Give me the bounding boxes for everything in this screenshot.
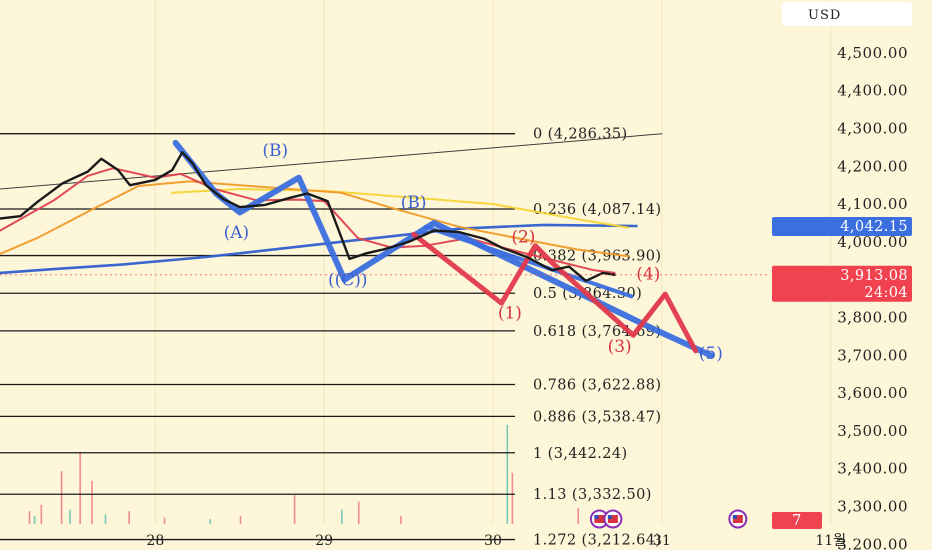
wave-label-red: (3) bbox=[608, 337, 632, 357]
price-axis-tick: 3,400.00 bbox=[837, 460, 908, 478]
series-ema-orange bbox=[0, 180, 630, 258]
series-ma-blue bbox=[0, 223, 638, 275]
time-axis[interactable]: 28 29 30 31 11월 bbox=[146, 533, 846, 549]
fib-level-label: 0.618 (3,764.69) bbox=[533, 324, 661, 340]
volume-bar bbox=[91, 480, 93, 524]
wave-label-blue: ((C)) bbox=[328, 270, 368, 290]
time-axis-tick: 29 bbox=[315, 533, 333, 549]
volume-bar bbox=[28, 511, 31, 524]
volume-bar bbox=[104, 514, 107, 524]
volume-bar bbox=[163, 517, 166, 524]
us-flag-icon bbox=[728, 509, 748, 529]
us-flag-icon-canton bbox=[607, 515, 612, 519]
us-flag-icon-fill bbox=[607, 515, 618, 523]
wave-label-blue: (B) bbox=[262, 141, 288, 161]
fibonacci-retracement: 0 (4,286.35)0.236 (4,087.14)0.382 (3,963… bbox=[0, 127, 661, 549]
price-axis-tick: 3,200.00 bbox=[837, 535, 908, 550]
currency-unit-box[interactable]: USD bbox=[782, 2, 912, 26]
volume-bar bbox=[293, 495, 296, 524]
current-price-tag-bg bbox=[772, 265, 912, 302]
current-price-tag: 3,913.08 bbox=[840, 268, 908, 284]
volume-bar bbox=[209, 519, 211, 524]
ma-price-tag-bg bbox=[772, 216, 912, 236]
volume-bar bbox=[506, 424, 509, 524]
time-axis-tick: 31 bbox=[653, 533, 671, 549]
us-flag-icon-canton bbox=[732, 515, 737, 519]
wave-label-red: (4) bbox=[636, 265, 660, 285]
fib-level-label: 1 (3,442.24) bbox=[533, 446, 628, 462]
series-red-wave-projection bbox=[411, 231, 699, 354]
fib-level-label: 0.236 (4,087.14) bbox=[533, 202, 661, 218]
fib-level-label: 1.13 (3,332.50) bbox=[533, 487, 652, 503]
price-axis-tick: 4,500.00 bbox=[837, 44, 908, 62]
price-axis-tick: 3,700.00 bbox=[837, 346, 908, 364]
volume-bar bbox=[239, 516, 242, 524]
time-axis-tick: 28 bbox=[146, 533, 164, 549]
wave-label-blue: (A) bbox=[224, 223, 250, 243]
event-icons bbox=[589, 509, 748, 529]
volume-bar bbox=[60, 471, 63, 524]
volume-bar bbox=[40, 504, 43, 524]
time-axis-tick: 30 bbox=[484, 533, 502, 549]
time-axis-tick: 11월 bbox=[815, 533, 846, 549]
series-trendline-thin bbox=[0, 133, 663, 190]
chart-series bbox=[0, 133, 768, 359]
us-flag-icon bbox=[603, 509, 623, 529]
ma-price-tag: 4,042.15 bbox=[840, 219, 908, 235]
elliott-wave-labels: (B) (A) (B) ((C)) (5) (2) (4) (1) (3) bbox=[224, 141, 723, 364]
countdown-label: 24:04 bbox=[864, 285, 908, 301]
price-axis-tick: 4,000.00 bbox=[837, 233, 908, 251]
bottom-badge: 7 bbox=[792, 513, 802, 529]
volume-bar bbox=[577, 508, 580, 524]
us-flag-icon-fill bbox=[732, 515, 743, 523]
volume-bar bbox=[33, 516, 36, 524]
fib-level-label: 0.886 (3,538.47) bbox=[533, 409, 661, 425]
volume-bar bbox=[128, 511, 130, 524]
volume-bar bbox=[341, 509, 343, 524]
volume-bar bbox=[511, 472, 514, 524]
event-icon-a bbox=[589, 509, 609, 529]
price-axis-tick: 4,200.00 bbox=[837, 157, 908, 175]
series-price bbox=[0, 151, 616, 283]
wave-label-blue: (5) bbox=[699, 344, 723, 364]
wave-label-red: (1) bbox=[498, 303, 522, 323]
wave-label-red: (2) bbox=[511, 228, 535, 248]
price-axis-tick: 4,300.00 bbox=[837, 120, 908, 138]
fib-level-label: 1.272 (3,212.64) bbox=[533, 533, 661, 549]
series-sma-yellow bbox=[171, 188, 630, 229]
event-icon-a-canton bbox=[594, 515, 599, 519]
price-axis-tick: 3,600.00 bbox=[837, 384, 908, 402]
fib-level-label: 0.382 (3,963.90) bbox=[533, 249, 661, 265]
currency-unit-box-bg bbox=[782, 2, 912, 26]
bottom-badge-bg bbox=[772, 512, 822, 529]
volume-bar bbox=[69, 509, 71, 524]
volume-bar bbox=[357, 501, 360, 524]
volume-bar bbox=[79, 452, 81, 524]
price-axis-tick: 4,100.00 bbox=[837, 195, 908, 213]
price-axis-tick: 3,500.00 bbox=[837, 422, 908, 440]
wave-label-blue: (B) bbox=[401, 193, 427, 213]
volume-bar bbox=[400, 516, 402, 524]
price-axis-tick: 4,400.00 bbox=[837, 82, 908, 100]
event-icon-a-fill bbox=[594, 515, 605, 523]
fib-level-label: 0.786 (3,622.88) bbox=[533, 377, 661, 393]
price-axis-tick: 3,300.00 bbox=[837, 498, 908, 516]
price-axis-tick: 3,800.00 bbox=[837, 309, 908, 327]
currency-unit-label: USD bbox=[808, 8, 841, 23]
